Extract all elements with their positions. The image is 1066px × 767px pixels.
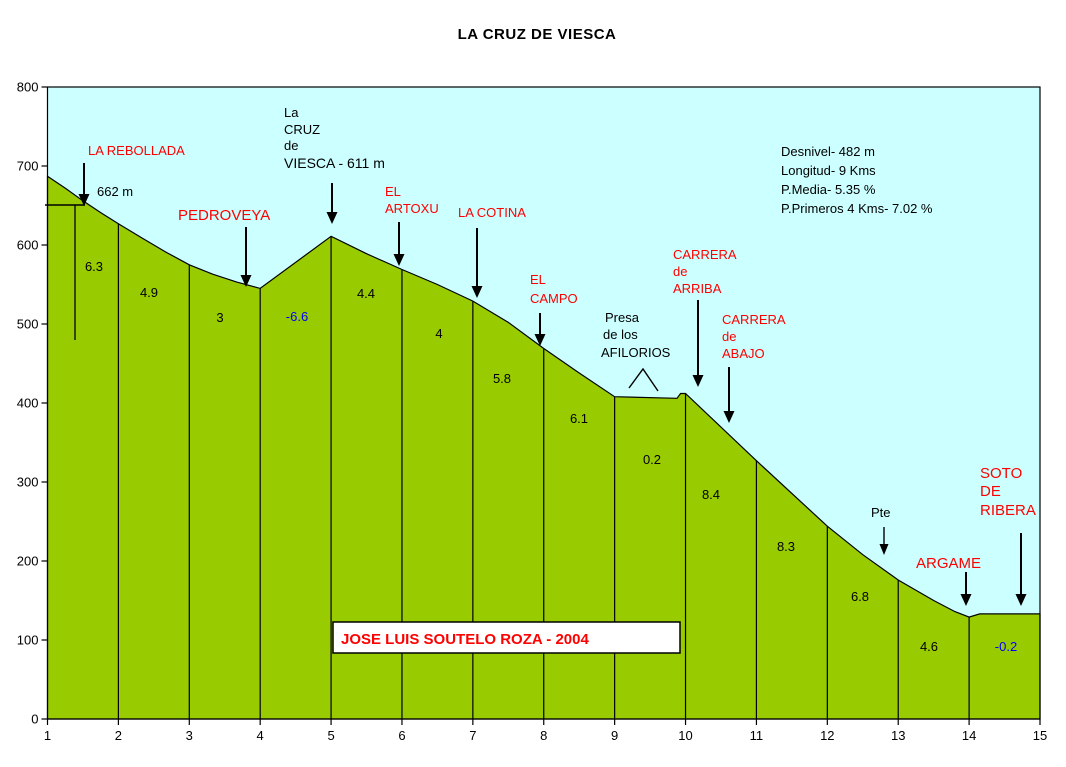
label-el-campo: EL CAMPO	[530, 272, 578, 306]
gradient-5-6: 4.4	[357, 286, 375, 301]
x-axis-label-13: 13	[891, 728, 905, 743]
y-axis-label-600: 600	[17, 238, 39, 253]
x-axis-label-3: 3	[186, 728, 193, 743]
svg-text:de: de	[673, 264, 687, 279]
x-axis-label-1: 1	[44, 728, 51, 743]
x-axis-labels: 1 2 3 4 5 6 7 8 9 10 11 12 13 14 15	[44, 728, 1047, 743]
svg-text:de: de	[284, 138, 298, 153]
y-axis-label-300: 300	[17, 475, 39, 490]
stat-pmedia: P.Media- 5.35 %	[781, 182, 876, 197]
signature-text: JOSE LUIS SOUTELO ROZA - 2004	[341, 631, 589, 648]
label-soto-de-ribera: SOTO DE RIBERA	[980, 465, 1036, 519]
y-axis-label-100: 100	[17, 633, 39, 648]
label-carrera-de-abajo: CARRERA de ABAJO	[722, 312, 786, 361]
label-la-cotina: LA COTINA	[458, 205, 526, 220]
la-rebollada-down-arrow-icon	[78, 163, 90, 206]
gradient-4-5: -6.6	[286, 309, 308, 324]
y-axis-labels: 800 700 600 500 400 300 200 100 0	[17, 80, 39, 727]
x-axis-label-11: 11	[750, 728, 764, 743]
pedroveya-down-arrow-icon	[240, 227, 252, 287]
svg-text:EL: EL	[530, 272, 546, 287]
x-axis-label-10: 10	[678, 728, 692, 743]
stats-block: Desnivel- 482 m Longitud- 9 Kms P.Media-…	[781, 144, 933, 216]
svg-text:CRUZ: CRUZ	[284, 122, 320, 137]
x-axis-ticks	[46, 719, 1041, 725]
x-axis-label-5: 5	[327, 728, 334, 743]
svg-text:ARRIBA: ARRIBA	[673, 281, 722, 296]
x-axis-label-9: 9	[611, 728, 618, 743]
stat-longitud: Longitud- 9 Kms	[781, 163, 876, 178]
pte-down-arrow-icon	[879, 527, 889, 555]
gradient-2-3: 4.9	[140, 285, 158, 300]
y-axis-label-500: 500	[17, 317, 39, 332]
gradient-14-15: -0.2	[995, 639, 1017, 654]
label-argame: ARGAME	[916, 555, 981, 572]
y-axis-label-700: 700	[17, 159, 39, 174]
gradient-13-14: 4.6	[920, 639, 938, 654]
rebollada-marker-lines	[45, 204, 85, 340]
label-presa-afilorios: Presa de los AFILORIOS	[601, 310, 671, 360]
el-campo-down-arrow-icon	[534, 313, 546, 346]
la-cotina-down-arrow-icon	[471, 228, 483, 298]
label-carrera-de-arriba: CARRERA de ARRIBA	[673, 247, 737, 296]
svg-text:RIBERA: RIBERA	[980, 502, 1036, 519]
gradient-8-9: 6.1	[570, 411, 588, 426]
stat-pprimeros: P.Primeros 4 Kms- 7.02 %	[781, 201, 933, 216]
x-axis-label-8: 8	[540, 728, 547, 743]
carrera-abajo-down-arrow-icon	[723, 367, 735, 423]
x-axis-label-2: 2	[115, 728, 122, 743]
dam-caret-icon	[628, 367, 659, 392]
y-axis-label-0: 0	[31, 712, 38, 727]
label-la-rebollada: LA REBOLLADA	[88, 143, 185, 158]
svg-text:SOTO: SOTO	[980, 465, 1022, 482]
gradient-11-12: 8.3	[777, 539, 795, 554]
svg-text:ABAJO: ABAJO	[722, 346, 765, 361]
label-el-artoxu: EL ARTOXU	[385, 184, 439, 216]
gradient-9-10: 0.2	[643, 452, 661, 467]
svg-text:CARRERA: CARRERA	[673, 247, 737, 262]
y-axis-label-400: 400	[17, 396, 39, 411]
label-pte: Pte	[871, 505, 891, 520]
chart-title: LA CRUZ DE VIESCA	[458, 26, 617, 43]
y-axis-label-200: 200	[17, 554, 39, 569]
x-axis-label-4: 4	[257, 728, 264, 743]
argame-down-arrow-icon	[960, 572, 972, 606]
svg-text:AFILORIOS: AFILORIOS	[601, 345, 671, 360]
label-la-cruz: La CRUZ de VIESCA - 611 m	[284, 105, 385, 171]
svg-text:La: La	[284, 105, 299, 120]
x-axis-label-15: 15	[1033, 728, 1047, 743]
gradient-10-11: 8.4	[702, 487, 720, 502]
label-pedroveya: PEDROVEYA	[178, 207, 270, 224]
soto-de-ribera-down-arrow-icon	[1015, 533, 1027, 606]
gradient-6-7: 4	[435, 326, 442, 341]
carrera-arriba-down-arrow-icon	[692, 300, 704, 387]
stat-desnivel: Desnivel- 482 m	[781, 144, 875, 159]
x-axis-label-14: 14	[962, 728, 976, 743]
svg-text:CAMPO: CAMPO	[530, 291, 578, 306]
segment-gradient-labels: 6.3 4.9 3 -6.6 4.4 4 5.8 6.1 0.2 8.4 8.3…	[85, 259, 1017, 654]
gradient-7-8: 5.8	[493, 371, 511, 386]
x-axis-label-7: 7	[469, 728, 476, 743]
svg-text:Presa: Presa	[605, 310, 640, 325]
el-artoxu-down-arrow-icon	[393, 222, 405, 266]
svg-text:CARRERA: CARRERA	[722, 312, 786, 327]
x-axis-label-6: 6	[398, 728, 405, 743]
y-axis-ticks	[41, 86, 48, 720]
svg-text:DE: DE	[980, 483, 1001, 500]
la-cruz-down-arrow-icon	[326, 183, 338, 224]
gradient-3-4: 3	[216, 310, 223, 325]
gradient-1-2: 6.3	[85, 259, 103, 274]
y-axis-label-800: 800	[17, 80, 39, 95]
svg-text:VIESCA - 611 m: VIESCA - 611 m	[284, 155, 385, 171]
x-axis-label-12: 12	[820, 728, 834, 743]
svg-text:de: de	[722, 329, 736, 344]
gradient-12-13: 6.8	[851, 589, 869, 604]
svg-text:de los: de los	[603, 327, 638, 342]
label-662m: 662 m	[97, 184, 133, 199]
svg-text:EL: EL	[385, 184, 401, 199]
svg-text:ARTOXU: ARTOXU	[385, 201, 439, 216]
signature-box: JOSE LUIS SOUTELO ROZA - 2004	[332, 621, 681, 654]
